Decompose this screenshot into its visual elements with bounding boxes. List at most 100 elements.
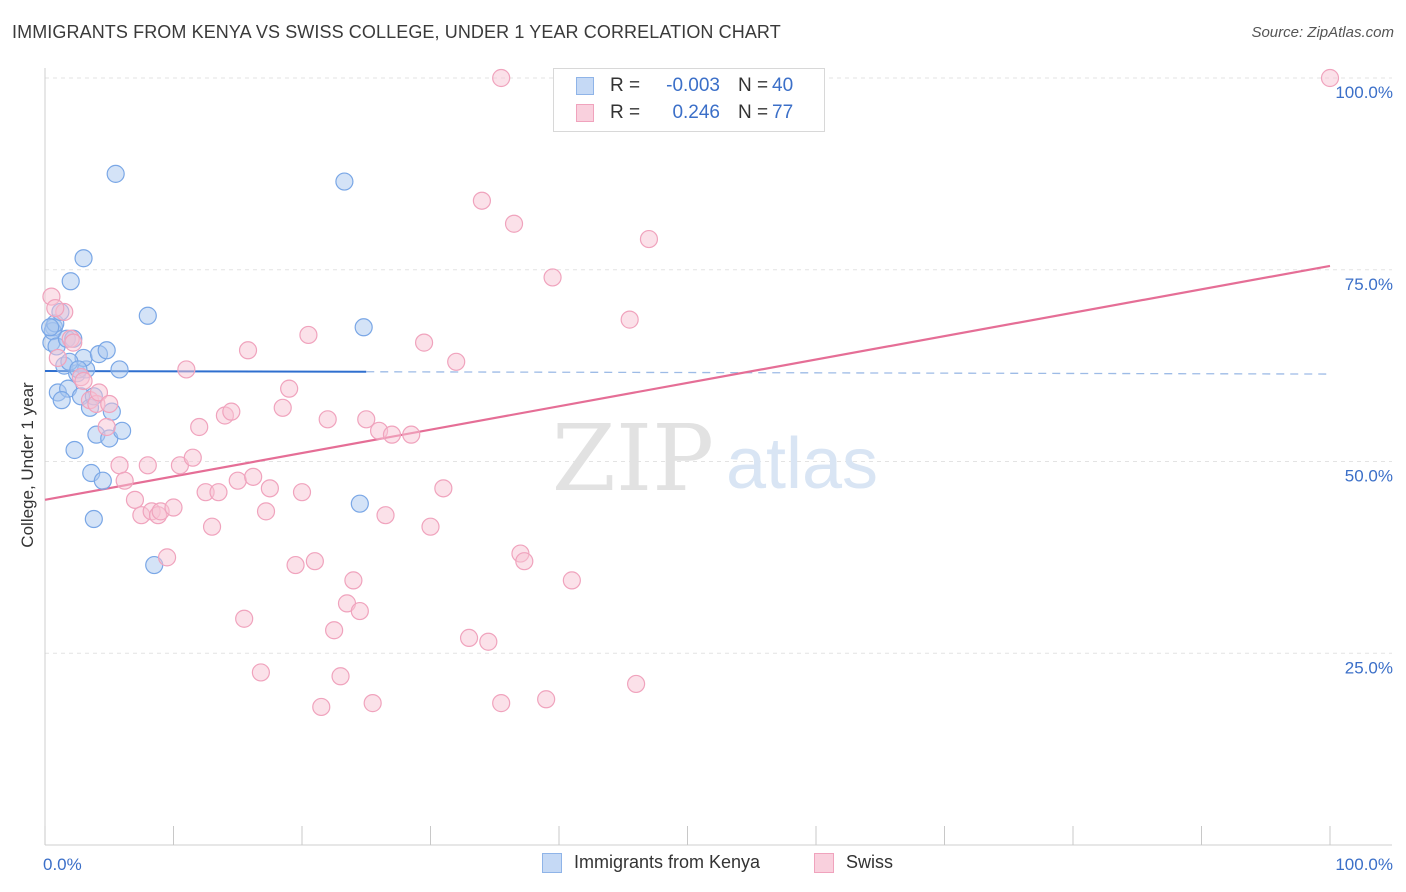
swiss-point [357,410,376,429]
swiss-point [190,417,209,437]
y-tick-label: 50.0% [1345,467,1393,486]
y-tick-label: 75.0% [1345,275,1393,294]
swiss-point [74,371,93,391]
swiss-point [115,471,134,490]
swiss-point [1320,68,1340,88]
swiss-point [251,663,270,682]
r-value: -0.003 [666,75,720,96]
swiss-point [110,456,129,475]
swiss-point [479,632,498,651]
swiss-trend-line [44,264,1331,501]
swiss-point [562,571,581,590]
swiss-point [238,341,258,360]
kenya-point [61,272,80,291]
kenya-point [65,440,84,460]
legend-item-swiss[interactable]: Swiss [814,852,893,873]
x-tick-label-right: 100.0% [1335,855,1393,874]
swiss-point [639,229,659,249]
kenya-point [41,318,60,337]
swiss-point [382,425,402,444]
swiss-point [376,506,395,525]
swiss-point [299,325,318,345]
swiss-point [138,456,157,475]
r-label: R = [610,102,641,123]
swiss-point [626,674,646,694]
chart-title: IMMIGRANTS FROM KENYA VS SWISS COLLEGE, … [12,22,781,42]
swiss-point [402,425,421,444]
kenya-point [97,341,116,360]
r-label: R = [610,75,641,96]
swiss-point [312,697,331,717]
source-label: Source: ZipAtlas.com [1251,24,1394,41]
stats-legend: R = -0.003 N = 40 R = 0.246 N = 77 [553,68,825,132]
swiss-point [64,333,83,352]
legend-swatch-kenya [576,77,594,95]
kenya-point [52,391,71,410]
swiss-point [344,571,363,590]
kenya-point [335,172,354,191]
n-label: N = [738,75,769,96]
swiss-point [421,517,440,536]
y-axis-label: College, Under 1 year [18,382,37,548]
data-points [41,68,1340,717]
swiss-point [363,694,382,713]
legend-swatch-kenya [542,852,562,873]
swiss-point [97,417,116,437]
kenya-point [110,360,129,379]
swiss-point [164,498,183,517]
swiss-point [292,483,312,502]
swiss-point [492,694,511,713]
x-tick-label-left: 0.0% [43,855,82,874]
kenya-point [106,164,125,183]
swiss-point [100,394,119,414]
watermark-atlas: atlas [726,424,878,504]
legend-row-kenya: R = -0.003 N = 40 [576,73,793,99]
swiss-point [434,479,453,498]
n-value: 77 [772,102,794,123]
swiss-point [89,383,109,402]
kenya-point [354,318,373,337]
kenya-trend-line [44,369,367,373]
swiss-point [244,467,263,486]
swiss-point [515,552,534,571]
n-label: N = [738,102,769,123]
kenya-point [138,306,157,325]
kenya-trend-extension [366,371,1331,375]
swiss-point [543,268,562,287]
swiss-point [183,448,202,467]
swiss-point [350,601,369,621]
swiss-point [472,191,491,210]
swiss-point [537,690,556,709]
legend-label-swiss: Swiss [846,852,894,872]
legend-item-kenya[interactable]: Immigrants from Kenya [542,852,760,873]
kenya-point [350,494,369,513]
axes [44,68,1392,846]
legend-swatch-swiss [576,104,594,122]
swiss-point [125,490,145,509]
grid-lines [45,77,1392,654]
kenya-point [74,249,93,268]
legend-row-swiss: R = 0.246 N = 77 [576,100,793,126]
swiss-point [286,555,305,575]
legend-swatch-swiss [814,852,834,873]
kenya-point [84,509,103,529]
kenya-point [93,471,112,490]
swiss-point [177,360,196,379]
trend-lines [44,264,1331,501]
swiss-point [504,214,524,233]
watermark-zip: ZIP [552,405,714,512]
swiss-point [222,402,241,421]
swiss-point [447,352,466,371]
swiss-point [459,628,479,648]
swiss-point [280,379,299,398]
legend-label-kenya: Immigrants from Kenya [574,852,761,872]
swiss-point [202,517,222,536]
n-value: 40 [772,75,794,96]
swiss-point [209,483,228,502]
swiss-point [256,502,276,521]
r-value: 0.246 [672,102,720,123]
swiss-point [157,548,177,567]
swiss-point [492,68,511,88]
swiss-point [331,667,350,686]
